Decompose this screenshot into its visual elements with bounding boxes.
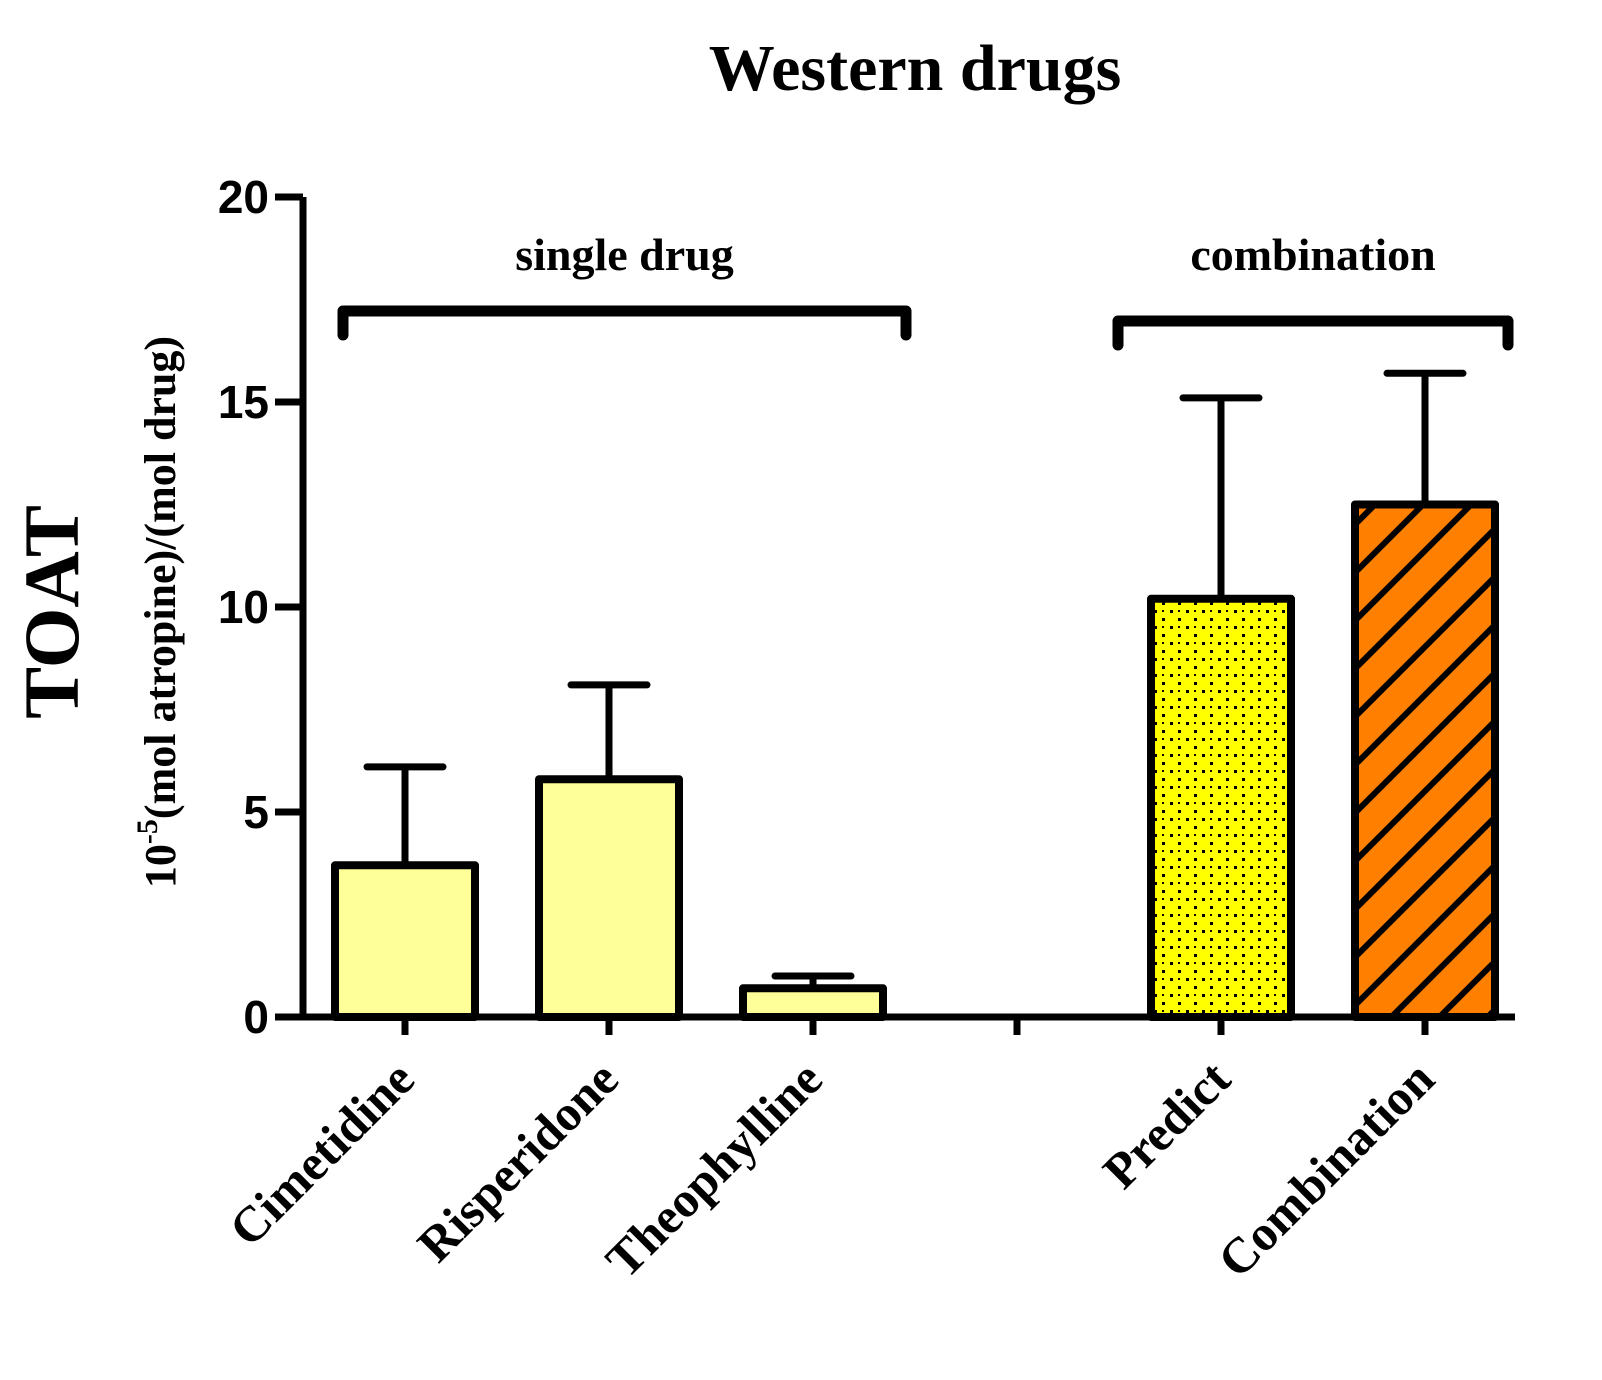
- bar-risperidone: [535, 775, 683, 1022]
- y-axis: 0 5 10 15 20: [218, 171, 307, 1043]
- y-units-base: 10: [136, 844, 185, 888]
- y-units-rest: (mol atropine)/(mol drug): [136, 336, 185, 819]
- x-tick-label-combination: Combination: [1207, 1050, 1445, 1288]
- group-label-combination: combination: [1190, 229, 1435, 280]
- bracket-single-drug: [337, 305, 912, 341]
- y-axis-units: 10-5(mol atropine)/(mol drug): [131, 336, 185, 888]
- bars: [331, 369, 1499, 1022]
- bar-theophylline: [739, 984, 887, 1021]
- y-tick-label-0: 0: [243, 991, 269, 1043]
- x-tick-label-theophylline: Theophylline: [595, 1050, 833, 1288]
- y-units-exponent: -5: [131, 819, 164, 844]
- bar-predict: [1147, 594, 1295, 1021]
- x-tick-label-risperidone: Risperidone: [406, 1050, 628, 1272]
- bar-cimetidine: [331, 861, 479, 1021]
- chart-title: Western drugs: [709, 32, 1122, 105]
- x-tick-label-predict: Predict: [1092, 1050, 1241, 1199]
- y-tick-label-10: 10: [218, 581, 269, 633]
- bar-combination: [1351, 500, 1499, 1021]
- y-axis-title: TOAT: [8, 505, 95, 719]
- y-tick-label-5: 5: [243, 786, 269, 838]
- bracket-combination: [1112, 315, 1514, 351]
- y-tick-label-20: 20: [218, 171, 269, 223]
- x-tick-label-cimetidine: Cimetidine: [218, 1050, 425, 1257]
- group-label-single-drug: single drug: [515, 229, 734, 280]
- y-tick-label-15: 15: [218, 376, 269, 428]
- group-brackets: single drug combination: [337, 229, 1514, 351]
